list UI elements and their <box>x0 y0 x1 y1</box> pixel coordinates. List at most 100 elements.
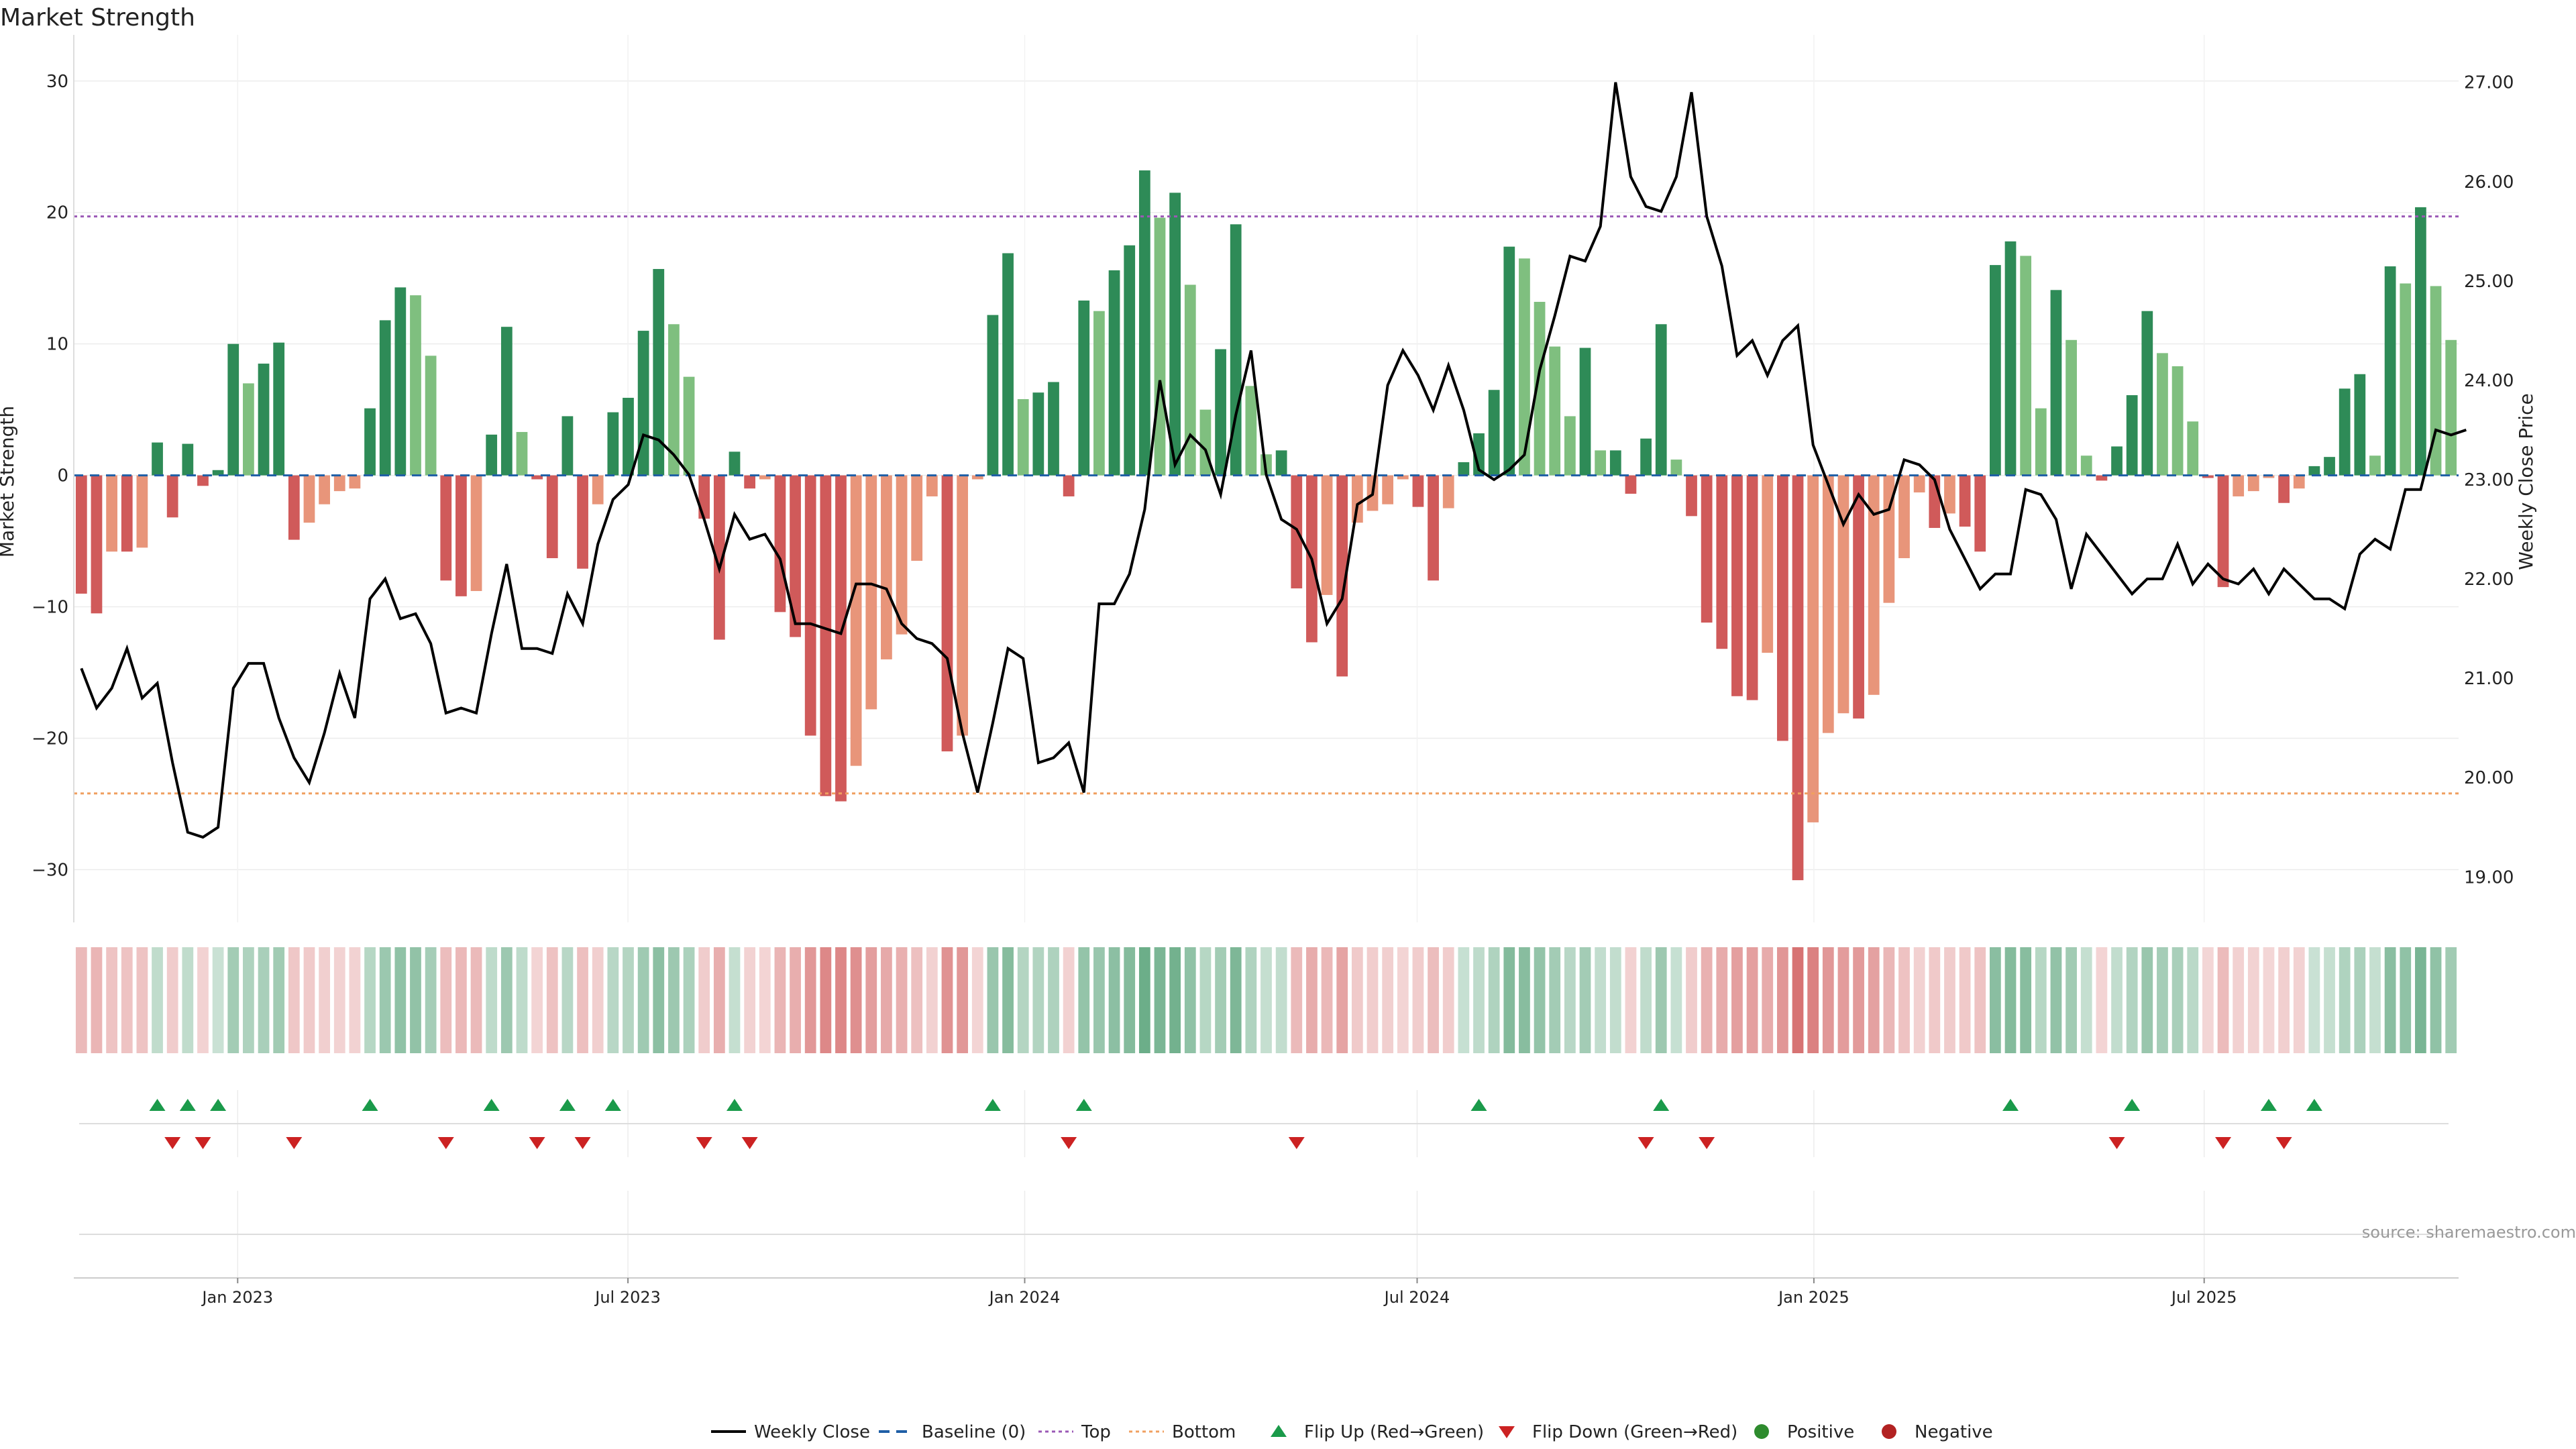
strength-bar <box>166 475 178 518</box>
heat-cell <box>1564 947 1576 1053</box>
strength-bar <box>1990 265 2001 476</box>
strength-bar <box>1609 450 1621 476</box>
heat-cell <box>349 947 361 1053</box>
heat-cell <box>2171 947 2184 1053</box>
heat-cell <box>1032 947 1044 1053</box>
strength-bar <box>273 342 285 476</box>
strength-bar <box>790 475 801 637</box>
heat-cell <box>1944 947 1955 1053</box>
heat-cell <box>1609 947 1621 1053</box>
y2-tick-label: 25.00 <box>2464 272 2514 292</box>
strength-bar <box>258 364 270 476</box>
strength-bar <box>121 475 133 552</box>
heat-cell <box>303 947 315 1053</box>
heat-cell <box>91 947 103 1053</box>
strength-bar <box>410 295 421 476</box>
heat-cell <box>577 947 588 1053</box>
heat-cell <box>1397 947 1409 1053</box>
heat-cell <box>896 947 908 1053</box>
y2-tick-label: 20.00 <box>2464 768 2514 788</box>
x-tick-label: Jul 2023 <box>594 1288 661 1307</box>
heat-cell <box>926 947 938 1053</box>
strength-bars <box>75 170 2457 881</box>
strength-bar <box>2171 366 2184 476</box>
heat-cell <box>1579 947 1591 1053</box>
strength-bar <box>1442 475 1454 508</box>
strength-bar <box>1807 475 1819 822</box>
flip-down-marker <box>1288 1137 1305 1149</box>
strength-bar <box>2202 475 2214 478</box>
strength-bar <box>2233 475 2245 496</box>
flip-down-marker <box>741 1137 758 1149</box>
x-tick-label: Jul 2024 <box>1383 1288 1450 1307</box>
heat-cell <box>288 947 300 1053</box>
heat-cell <box>1929 947 1941 1053</box>
strength-bar <box>2247 475 2259 492</box>
strength-bar <box>1731 475 1743 696</box>
heat-cell <box>1002 947 1014 1053</box>
legend-item-flip_up: Flip Up (Red→Green) <box>1271 1422 1484 1442</box>
legend-label: Baseline (0) <box>922 1422 1026 1442</box>
heat-cell <box>152 947 163 1053</box>
heat-cell <box>2233 947 2245 1053</box>
strength-bar <box>653 268 665 476</box>
strength-bar <box>607 412 619 476</box>
heat-cell <box>379 947 391 1053</box>
x-tick-label: Jan 2025 <box>1777 1288 1849 1307</box>
strength-bar <box>804 475 816 736</box>
heat-cell <box>2217 947 2229 1053</box>
heat-cell <box>106 947 117 1053</box>
strength-bar <box>1002 253 1014 476</box>
flip-down-marker <box>2215 1137 2232 1149</box>
heat-cell <box>1898 947 1910 1053</box>
strength-bar <box>926 475 938 496</box>
heat-cell <box>1412 947 1424 1053</box>
flip-up-marker <box>2002 1099 2019 1111</box>
flip-down-marker <box>2275 1137 2292 1149</box>
flip-down-marker <box>574 1137 591 1149</box>
y2-tick-label: 24.00 <box>2464 371 2514 391</box>
legend-label: Bottom <box>1172 1422 1236 1442</box>
heat-cell <box>2111 947 2123 1053</box>
heat-cell <box>941 947 953 1053</box>
heat-cell <box>227 947 239 1053</box>
strength-bar <box>2278 475 2290 503</box>
strength-bar <box>1959 475 1971 527</box>
flip-down-marker <box>437 1137 454 1149</box>
heat-cell <box>1655 947 1667 1053</box>
heat-cell <box>2020 947 2032 1053</box>
strength-bar <box>197 475 209 486</box>
heat-cell <box>1321 947 1333 1053</box>
heat-cell <box>1458 947 1470 1053</box>
y2-tick-label: 21.00 <box>2464 669 2514 689</box>
heat-cell <box>2126 947 2138 1053</box>
heat-cell <box>1351 947 1363 1053</box>
strength-bar <box>2369 455 2381 476</box>
heat-cell <box>2187 947 2199 1053</box>
heat-cell <box>516 947 528 1053</box>
legend-label: Positive <box>1787 1422 1854 1442</box>
flip-up-marker <box>210 1099 227 1111</box>
heat-cell <box>1382 947 1394 1053</box>
strength-bar <box>1428 475 1439 581</box>
strength-bar <box>1701 475 1713 623</box>
legend-label: Weekly Close <box>754 1422 870 1442</box>
strength-bar <box>2035 408 2047 476</box>
heat-cell <box>987 947 999 1053</box>
heat-cell <box>1959 947 1971 1053</box>
strength-bar <box>1564 416 1576 476</box>
strength-bar <box>2187 421 2199 476</box>
strength-bar <box>500 327 513 476</box>
y-tick-label: −20 <box>32 729 68 749</box>
heat-cell <box>2141 947 2153 1053</box>
heat-cell <box>1640 947 1652 1053</box>
heat-cell <box>2278 947 2290 1053</box>
strength-bar <box>1078 301 1090 476</box>
strength-bar <box>1412 475 1424 507</box>
strength-bar <box>531 475 543 480</box>
heat-cell <box>623 947 634 1053</box>
heat-cell <box>333 947 345 1053</box>
heat-cell <box>2339 947 2351 1053</box>
heat-cell <box>1230 947 1242 1053</box>
